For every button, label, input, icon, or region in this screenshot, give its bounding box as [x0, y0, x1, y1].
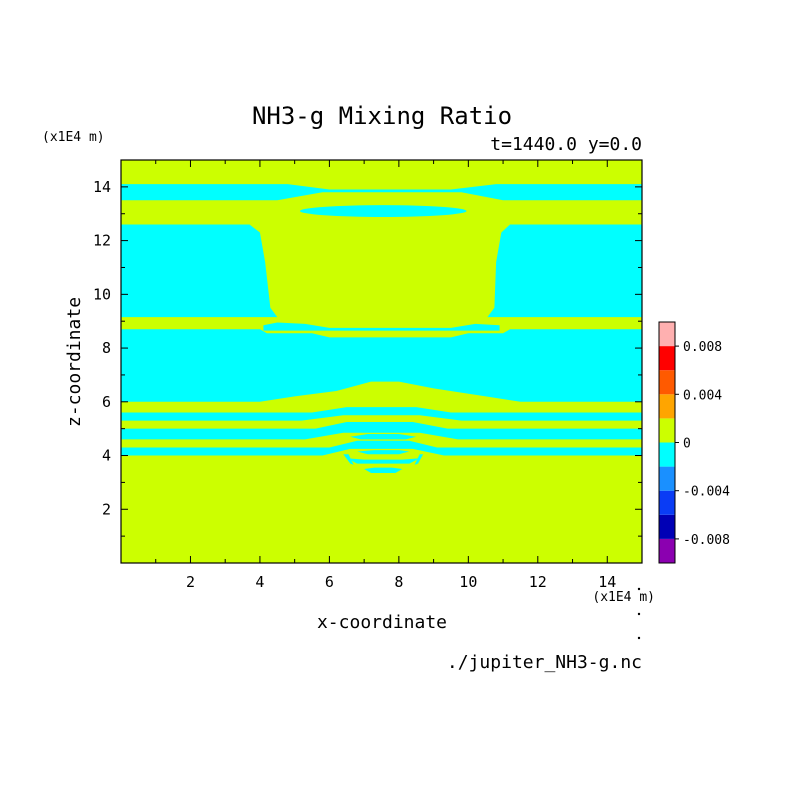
x-tick-label: 6 — [325, 573, 334, 591]
colorbar-swatch — [659, 418, 675, 443]
colorbar: 0.008 0.004 0 -0.004 -0.008 — [658, 321, 730, 564]
y-unit-label: (x1E4 m) — [42, 130, 105, 145]
colorbar-swatch — [659, 394, 675, 419]
negative-region — [364, 467, 403, 473]
negative-region — [121, 184, 642, 201]
y-tick-label: 6 — [102, 393, 111, 411]
x-tick-label: 2 — [186, 573, 195, 591]
y-tick-label: 10 — [93, 285, 111, 303]
negative-region — [121, 224, 278, 318]
y-tick-label: 8 — [102, 339, 111, 357]
negative-region — [343, 454, 354, 465]
y-tick-label: 2 — [102, 500, 111, 518]
x-tick-label: 8 — [394, 573, 403, 591]
chart-subtitle: t=1440.0 y=0.0 — [490, 134, 642, 155]
colorbar-tick-label: 0.004 — [683, 388, 722, 403]
colorbar-swatch — [659, 538, 675, 563]
negative-region — [357, 450, 410, 455]
colorbar-tick-label: 0 — [683, 437, 691, 452]
negative-region — [350, 434, 417, 440]
y-axis-label: z-coordinate — [64, 297, 85, 427]
colorbar-swatch — [659, 370, 675, 395]
colorbar-swatch — [659, 514, 675, 539]
negative-region — [299, 205, 467, 217]
y-tick-label: 4 — [102, 447, 111, 465]
negative-region — [121, 421, 642, 440]
marker-dot — [637, 636, 641, 640]
marker-dot — [637, 587, 641, 591]
negative-region — [414, 454, 424, 465]
footer-filename: ./jupiter_NH3-g.nc — [447, 652, 642, 673]
colorbar-tick-label: -0.008 — [683, 533, 730, 548]
plot-frame — [120, 159, 643, 564]
y-tick-label: 12 — [93, 232, 111, 250]
negative-region — [346, 424, 420, 431]
colorbar-swatch — [659, 490, 675, 515]
negative-region — [346, 458, 420, 464]
x-tick-label: 4 — [255, 573, 264, 591]
colorbar-tick-label: 0.008 — [683, 340, 722, 355]
negative-region — [121, 440, 642, 456]
x-tick-label: 14 — [598, 573, 616, 591]
chart-title: NH3-g Mixing Ratio — [252, 102, 512, 130]
axes: 2 4 6 8 10 12 14 2 4 6 8 10 12 14 — [93, 159, 643, 591]
x-tick-label: 10 — [459, 573, 477, 591]
colorbar-swatch — [659, 442, 675, 467]
x-unit-label: (x1E4 m) — [592, 590, 655, 605]
colorbar-swatch — [659, 346, 675, 371]
negative-region — [121, 329, 642, 402]
negative-region — [263, 322, 500, 331]
colorbar-swatch — [659, 322, 675, 347]
x-tick-label: 12 — [529, 573, 547, 591]
negative-region — [121, 407, 642, 421]
negative-region — [487, 224, 642, 318]
colorbar-tick-label: -0.004 — [683, 485, 730, 500]
plot-area — [121, 160, 642, 563]
colorbar-swatch — [659, 466, 675, 491]
y-tick-label: 14 — [93, 178, 111, 196]
marker-dot — [637, 612, 641, 616]
x-axis-label: x-coordinate — [317, 612, 447, 633]
